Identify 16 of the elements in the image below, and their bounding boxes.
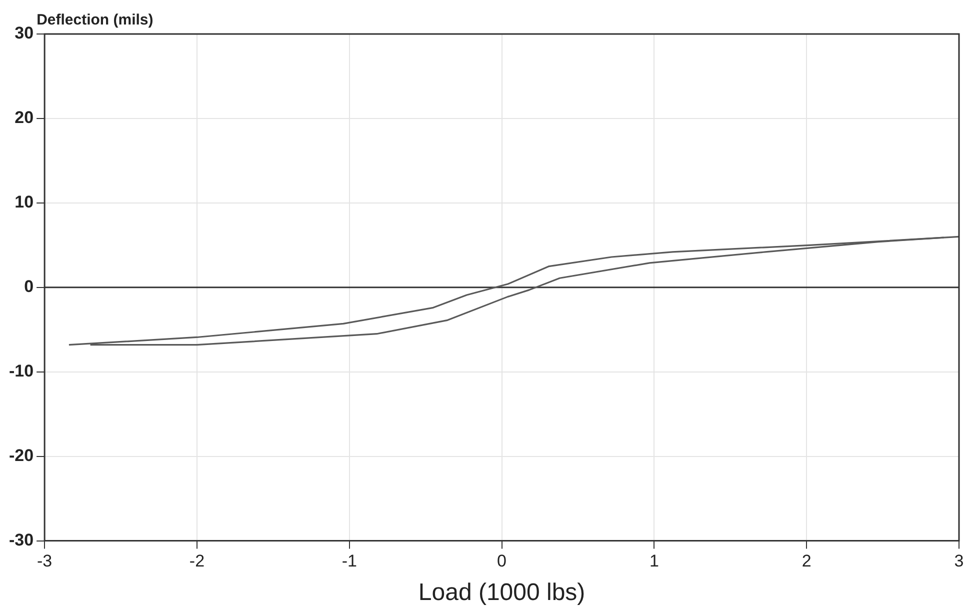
x-tick-label: -3 [37,552,52,571]
y-tick-label: 0 [24,277,34,296]
y-tick-label: 30 [14,24,34,43]
x-tick-label: -2 [189,552,205,571]
x-tick-label: 2 [802,552,812,571]
y-tick-label: -20 [8,446,34,466]
x-axis-title: Load (1000 lbs) [418,579,586,606]
x-tick-label: 0 [497,552,507,571]
y-tick-label: 20 [14,108,34,128]
y-tick-label: 10 [14,192,34,212]
y-tick-label: -10 [8,362,34,381]
x-tick-label: 1 [649,552,659,571]
x-tick-label: 3 [954,552,964,571]
y-tick-label: -30 [8,530,34,550]
x-tick-label: -1 [342,552,357,571]
y-axis-title: Deflection (mils) [36,12,154,29]
